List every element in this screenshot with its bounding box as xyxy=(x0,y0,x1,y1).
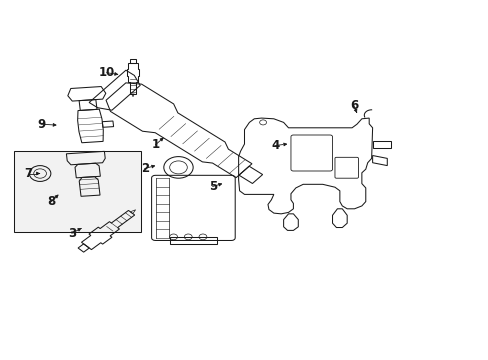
Text: 5: 5 xyxy=(208,180,216,193)
Text: 9: 9 xyxy=(38,118,45,131)
Text: 1: 1 xyxy=(151,138,159,151)
Text: 8: 8 xyxy=(47,195,55,208)
Text: 6: 6 xyxy=(349,99,357,112)
Text: 4: 4 xyxy=(271,139,279,152)
Bar xyxy=(170,237,216,244)
Bar xyxy=(14,151,141,232)
Text: 7: 7 xyxy=(24,167,32,180)
Text: 10: 10 xyxy=(98,66,115,79)
Text: 2: 2 xyxy=(141,162,148,175)
Text: 3: 3 xyxy=(68,227,76,240)
